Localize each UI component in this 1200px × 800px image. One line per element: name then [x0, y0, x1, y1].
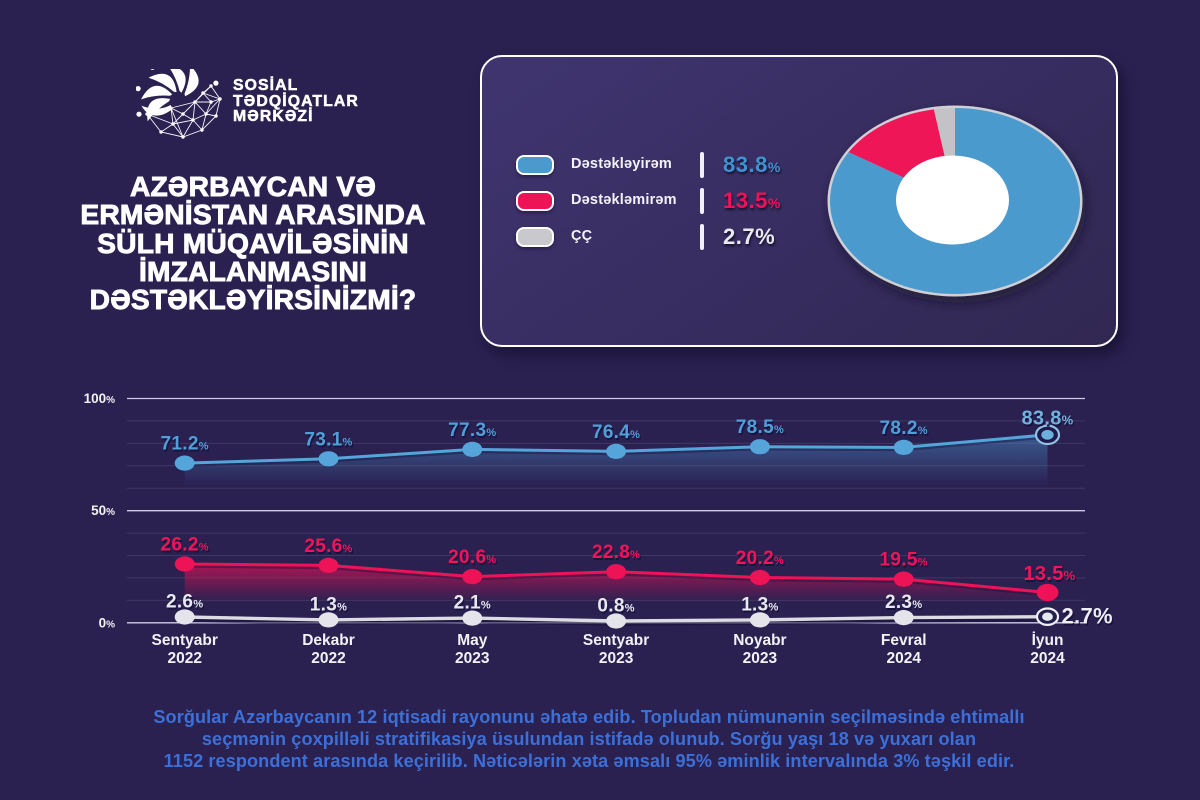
svg-text:May: May — [457, 632, 488, 649]
svg-text:71.2%: 71.2% — [162, 436, 210, 457]
svg-text:71.2%: 71.2% — [161, 434, 209, 455]
svg-text:19.5%: 19.5% — [881, 552, 929, 573]
svg-text:20.6%: 20.6% — [448, 547, 496, 568]
svg-text:76.4%: 76.4% — [593, 424, 641, 445]
svg-text:20.6%: 20.6% — [449, 549, 497, 570]
svg-text:2024: 2024 — [886, 650, 921, 667]
svg-text:78.2%: 78.2% — [881, 420, 929, 441]
svg-text:13.5%: 13.5% — [1025, 565, 1077, 587]
svg-text:2.7%: 2.7% — [1062, 604, 1113, 629]
svg-text:73.1%: 73.1% — [304, 429, 352, 450]
svg-text:2023: 2023 — [599, 650, 634, 667]
svg-text:76.4%: 76.4% — [592, 422, 640, 443]
svg-text:26.2%: 26.2% — [161, 535, 209, 556]
svg-text:2022: 2022 — [167, 650, 201, 667]
svg-text:78.2%: 78.2% — [880, 418, 928, 439]
svg-text:25.6%: 25.6% — [306, 538, 354, 559]
svg-text:25.6%: 25.6% — [304, 536, 352, 557]
svg-text:20.2%: 20.2% — [736, 548, 784, 569]
svg-text:Noyabr: Noyabr — [733, 632, 786, 649]
svg-text:83.8%: 83.8% — [1022, 407, 1074, 429]
svg-text:22.8%: 22.8% — [592, 542, 640, 563]
svg-text:Fevral: Fevral — [881, 632, 927, 649]
svg-text:2024: 2024 — [1030, 650, 1065, 667]
svg-text:73.1%: 73.1% — [306, 431, 354, 452]
svg-text:78.5%: 78.5% — [737, 419, 785, 440]
svg-text:50%: 50% — [91, 503, 115, 518]
svg-text:26.2%: 26.2% — [162, 537, 210, 558]
svg-text:20.2%: 20.2% — [737, 550, 785, 571]
svg-text:22.8%: 22.8% — [593, 544, 641, 565]
svg-text:19.5%: 19.5% — [880, 550, 928, 571]
svg-text:13.5%: 13.5% — [1024, 563, 1076, 585]
svg-text:77.3%: 77.3% — [449, 422, 497, 443]
svg-text:2023: 2023 — [743, 650, 778, 667]
svg-text:Sentyabr: Sentyabr — [583, 632, 649, 649]
svg-text:0%: 0% — [99, 615, 116, 630]
svg-text:2.7%: 2.7% — [1063, 606, 1114, 631]
svg-text:83.8%: 83.8% — [1023, 409, 1075, 431]
svg-text:78.5%: 78.5% — [736, 417, 784, 438]
svg-text:Sentyabr: Sentyabr — [152, 632, 218, 649]
svg-text:2023: 2023 — [455, 650, 490, 667]
svg-text:77.3%: 77.3% — [448, 420, 496, 441]
svg-text:100%: 100% — [84, 391, 116, 406]
svg-text:İyun: İyun — [1032, 632, 1064, 649]
svg-text:Dekabr: Dekabr — [302, 632, 355, 649]
svg-text:2022: 2022 — [311, 650, 345, 667]
